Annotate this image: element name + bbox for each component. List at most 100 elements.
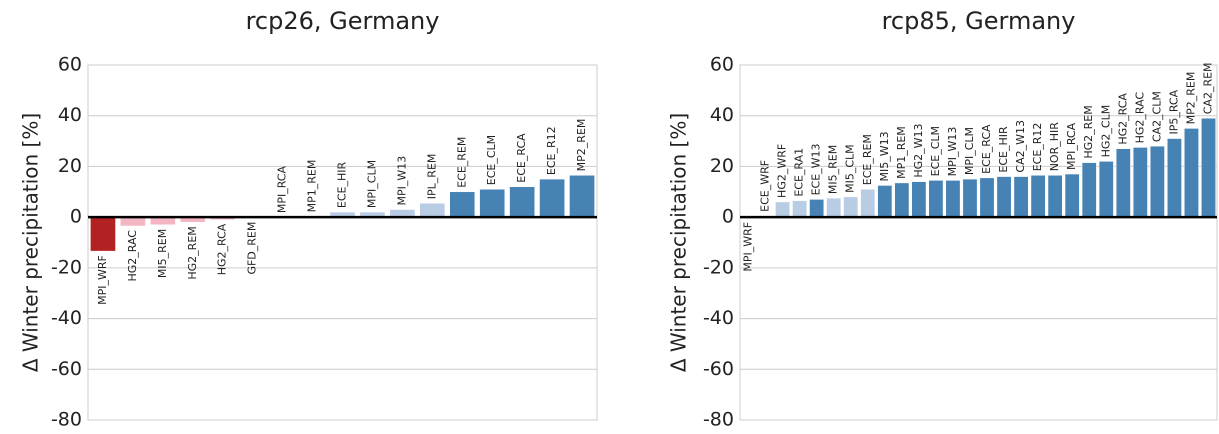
bar bbox=[539, 178, 565, 218]
bar-label: ECE_RA1 bbox=[793, 148, 806, 197]
bar bbox=[877, 185, 893, 218]
y-axis-label: Δ Winter precipitation [%] bbox=[667, 113, 691, 372]
bar-label: IPL_REM bbox=[425, 154, 438, 200]
bar-label: MP2_REM bbox=[1184, 72, 1197, 125]
bar-label: IP5_RCA bbox=[1167, 89, 1180, 134]
y-tick-label: -80 bbox=[51, 409, 82, 431]
bar-label: ECE_REM bbox=[455, 137, 468, 188]
bar-label: NOR_HIR bbox=[1048, 122, 1061, 172]
bar bbox=[911, 181, 927, 218]
bar bbox=[1047, 175, 1063, 218]
bar bbox=[1081, 162, 1097, 218]
bar bbox=[1184, 128, 1199, 218]
bar bbox=[860, 189, 876, 218]
bar-label: HG2_RAC bbox=[126, 230, 139, 282]
bar bbox=[979, 177, 995, 218]
y-tick-label: -20 bbox=[51, 256, 82, 278]
bar-label: MPI_RCA bbox=[1065, 122, 1078, 170]
y-tick-label: 20 bbox=[58, 155, 82, 177]
bar-label: HG2_REM bbox=[186, 226, 199, 279]
y-tick-label: 60 bbox=[58, 54, 82, 76]
bar-label: MI5_REM bbox=[156, 229, 169, 278]
bar-label: ECE_HIR bbox=[336, 161, 349, 208]
bar bbox=[449, 191, 476, 218]
bar bbox=[1098, 161, 1114, 218]
bar-label: MI5_W13 bbox=[878, 131, 891, 181]
bar bbox=[962, 178, 978, 218]
y-tick-label: 40 bbox=[710, 104, 734, 126]
bar-label: HG2_RCA bbox=[216, 223, 229, 275]
bar bbox=[509, 186, 535, 218]
bar bbox=[419, 202, 446, 218]
bar bbox=[90, 216, 116, 252]
y-tick-label: 0 bbox=[70, 206, 82, 228]
bar bbox=[843, 196, 859, 218]
bar-label: HG2_W13 bbox=[912, 123, 925, 177]
bar-label: ECE_R12 bbox=[545, 126, 558, 175]
chart-title: rcp85, Germany bbox=[882, 7, 1076, 35]
bar bbox=[775, 201, 790, 218]
y-tick-label: -60 bbox=[51, 358, 82, 380]
bar-label: MPI_WRF bbox=[96, 255, 109, 305]
y-tick-label: 20 bbox=[710, 155, 734, 177]
bar-label: HG2_RAC bbox=[1133, 92, 1146, 144]
bar-label: MPI_WRF bbox=[742, 222, 755, 272]
y-tick-label: -60 bbox=[703, 358, 734, 380]
bar-label: HG2_WRF bbox=[776, 144, 789, 198]
y-tick-label: 0 bbox=[722, 206, 734, 228]
bar bbox=[569, 175, 595, 218]
bar bbox=[1064, 173, 1080, 218]
bar bbox=[792, 200, 808, 218]
bar-label: ECE_HIR bbox=[997, 126, 1010, 173]
bar-label: ECE_W13 bbox=[810, 143, 823, 195]
bar-label: ECE_WRF bbox=[759, 160, 772, 212]
bar bbox=[945, 180, 961, 218]
bar-label: HG2_CLM bbox=[1099, 105, 1112, 158]
bar bbox=[826, 197, 842, 218]
bar-label: ECE_RCA bbox=[515, 133, 528, 183]
bar bbox=[1149, 145, 1165, 218]
bar bbox=[1167, 138, 1182, 218]
bar-label: ECE_RCA bbox=[980, 124, 993, 174]
bar bbox=[1030, 175, 1046, 218]
bar bbox=[1115, 148, 1131, 218]
bar-label: MPI_CLM bbox=[963, 127, 976, 175]
bar-label: MP2_REM bbox=[575, 119, 588, 172]
bar-label: MI5_CLM bbox=[844, 144, 857, 193]
bar-label: ECE_R12 bbox=[1031, 123, 1044, 172]
bar bbox=[1132, 147, 1148, 218]
bar-label: MP1_REM bbox=[306, 160, 319, 213]
bar bbox=[1013, 176, 1029, 218]
bar-label: CA2_REM bbox=[1201, 62, 1214, 114]
y-tick-label: 60 bbox=[710, 54, 734, 76]
bar-label: MP1_REM bbox=[895, 126, 908, 179]
chart-title: rcp26, Germany bbox=[246, 7, 440, 35]
bar-label: MPI_RCA bbox=[276, 165, 289, 213]
bar bbox=[120, 216, 146, 227]
y-tick-label: -40 bbox=[51, 307, 82, 329]
bar bbox=[894, 182, 910, 218]
bar bbox=[479, 189, 506, 218]
bar-label: MPI_CLM bbox=[365, 160, 378, 208]
bar-label: HG2_REM bbox=[1082, 105, 1095, 158]
bar-label: MPI_W13 bbox=[946, 127, 959, 177]
bar bbox=[809, 199, 825, 218]
bar bbox=[928, 180, 944, 218]
bar bbox=[996, 176, 1012, 218]
bar-label: GFD_REM bbox=[246, 222, 259, 275]
bar-label: CA2_CLM bbox=[1150, 91, 1163, 142]
bar-label: ECE_REM bbox=[861, 134, 874, 185]
y-tick-label: -20 bbox=[703, 256, 734, 278]
bar-label: MI5_REM bbox=[827, 145, 840, 194]
y-tick-label: -80 bbox=[703, 409, 734, 431]
bar-label: MPI_W13 bbox=[395, 156, 408, 206]
y-tick-label: -40 bbox=[703, 307, 734, 329]
bar-label: ECE_CLM bbox=[485, 135, 498, 185]
bar-label: CA2_W13 bbox=[1014, 120, 1027, 173]
bar-label: ECE_CLM bbox=[929, 126, 942, 176]
bar bbox=[1201, 118, 1216, 218]
y-axis-label: Δ Winter precipitation [%] bbox=[19, 113, 43, 372]
y-tick-label: 40 bbox=[58, 104, 82, 126]
bar-label: HG2_RCA bbox=[1116, 93, 1129, 145]
